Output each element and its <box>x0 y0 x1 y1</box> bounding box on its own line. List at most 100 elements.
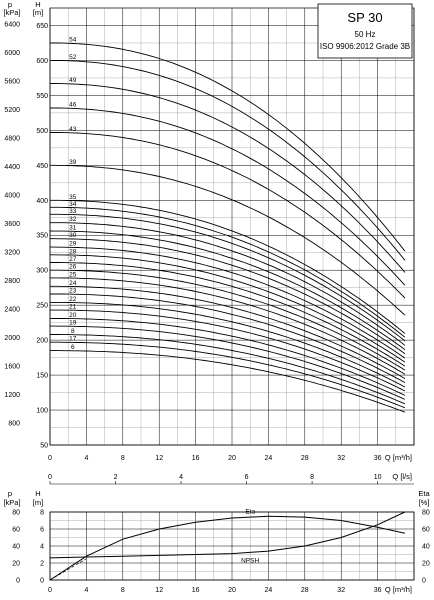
lower-h-unit: [m] <box>33 498 43 507</box>
lower-p-tick-label: 0 <box>16 578 20 585</box>
stage-curve-8 <box>50 334 406 405</box>
x2-tick-label: 4 <box>179 474 183 481</box>
stage-curve-49 <box>50 83 406 273</box>
stage-curve-24 <box>50 285 406 379</box>
stage-curve-54 <box>50 42 406 252</box>
stage-curve-27 <box>50 262 406 367</box>
stage-label-54: 54 <box>69 36 77 43</box>
stage-label-22: 22 <box>69 296 77 303</box>
stage-curve-22 <box>50 301 406 388</box>
stage-curve-21 <box>50 309 406 392</box>
lower-h-tick-label: 8 <box>40 510 44 517</box>
h-tick-label: 400 <box>36 198 48 205</box>
stage-curve-46 <box>50 107 406 286</box>
lower-x-tick-label: 8 <box>121 587 125 594</box>
stage-label-19: 19 <box>69 320 77 327</box>
p-tick-label: 4000 <box>4 192 20 199</box>
stage-label-20: 20 <box>69 312 77 319</box>
h-tick-label: 300 <box>36 268 48 275</box>
lower-p-tick-label: 20 <box>12 561 20 568</box>
p-axis-label: p <box>8 0 12 9</box>
stage-label-29: 29 <box>69 241 77 248</box>
stage-label-28: 28 <box>69 248 77 255</box>
stage-curve-23 <box>50 293 406 383</box>
x-tick-label: 4 <box>84 455 88 462</box>
x-tick-label: 32 <box>337 455 345 462</box>
p-tick-label: 3600 <box>4 221 20 228</box>
main-axes: 5010015020025030035040045050055060065080… <box>3 0 414 485</box>
stage-label-21: 21 <box>69 304 77 311</box>
stage-label-46: 46 <box>69 101 77 108</box>
stage-label-17: 17 <box>69 336 77 343</box>
x-tick-label: 24 <box>265 455 273 462</box>
p-tick-label: 1200 <box>4 392 20 399</box>
stage-curve-29 <box>50 246 406 359</box>
stage-label-49: 49 <box>69 77 77 84</box>
lower-p-unit: [kPa] <box>3 498 20 507</box>
stage-curve-25 <box>50 277 406 375</box>
eta-tick-label: 20 <box>422 561 430 568</box>
stage-curve-30 <box>50 238 406 355</box>
p-tick-label: 1600 <box>4 363 20 370</box>
x-tick-label: 16 <box>192 455 200 462</box>
stage-label-8: 8 <box>71 328 75 335</box>
x2-tick-label: 8 <box>310 474 314 481</box>
h-tick-label: 450 <box>36 163 48 170</box>
lower-h-tick-label: 2 <box>40 561 44 568</box>
npsh-curve <box>49 511 406 559</box>
lower-x-tick-label: 4 <box>84 587 88 594</box>
eta-tick-label: 80 <box>422 510 430 517</box>
stage-label-32: 32 <box>69 216 77 223</box>
eta-axis-label: Eta <box>418 489 430 498</box>
lower-x-tick-label: 0 <box>48 587 52 594</box>
frequency: 50 Hz <box>355 30 376 39</box>
lower-x-axis-label: Q [m³/h] <box>385 585 412 594</box>
h-tick-label: 50 <box>40 443 48 450</box>
stage-label-35: 35 <box>69 194 77 201</box>
x2-tick-label: 0 <box>48 474 52 481</box>
stage-curve-35 <box>50 199 406 334</box>
p-tick-label: 4400 <box>4 164 20 171</box>
lower-chart-grid <box>49 511 415 581</box>
x-tick-label: 28 <box>301 455 309 462</box>
lower-h-tick-label: 6 <box>40 527 44 534</box>
stage-label-34: 34 <box>69 201 77 208</box>
p-tick-label: 5200 <box>4 107 20 114</box>
stage-label-30: 30 <box>69 232 77 239</box>
h-tick-label: 500 <box>36 128 48 135</box>
h-tick-label: 200 <box>36 338 48 345</box>
stage-curve-6 <box>50 350 406 413</box>
p-tick-label: 6000 <box>4 50 20 57</box>
stage-label-23: 23 <box>69 287 77 294</box>
stage-curve-39 <box>50 164 406 316</box>
stage-curve-33 <box>50 213 406 342</box>
stage-label-52: 52 <box>69 54 77 61</box>
lower-h-tick-label: 0 <box>40 578 44 585</box>
lower-curves: Eta NPSH <box>49 508 406 581</box>
h-axis-label: H <box>35 0 40 9</box>
x-tick-label: 36 <box>374 455 382 462</box>
lower-x-tick-label: 28 <box>301 587 309 594</box>
lower-p-label: p <box>8 489 12 498</box>
h-tick-label: 550 <box>36 93 48 100</box>
p-tick-label: 3200 <box>4 249 20 256</box>
p-tick-label: 4800 <box>4 135 20 142</box>
h-tick-label: 350 <box>36 233 48 240</box>
model-name: SP 30 <box>347 10 382 25</box>
lower-x-tick-label: 20 <box>228 587 236 594</box>
stage-curve-19 <box>50 325 406 400</box>
x-axis-label: Q [m³/h] <box>385 453 412 462</box>
eta-axis-unit: [%] <box>419 498 430 507</box>
stage-label-25: 25 <box>69 271 77 278</box>
x2-tick-label: 2 <box>114 474 118 481</box>
lower-x-tick-label: 16 <box>192 587 200 594</box>
stage-curve-26 <box>50 269 406 371</box>
lower-x-tick-label: 24 <box>265 587 273 594</box>
x-tick-label: 20 <box>228 455 236 462</box>
stage-label-31: 31 <box>69 225 77 232</box>
eta-tick-label: 0 <box>422 578 426 585</box>
p-tick-label: 2800 <box>4 278 20 285</box>
